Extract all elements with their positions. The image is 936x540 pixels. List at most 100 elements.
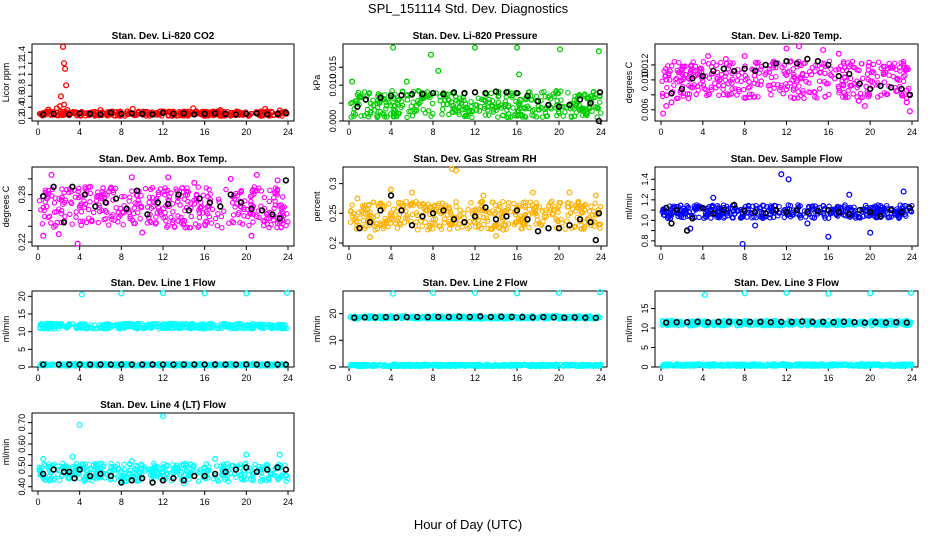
data-point: [36, 198, 43, 204]
x-tick-label: 24: [907, 127, 917, 137]
y-tick-label: 1.2: [640, 194, 650, 207]
data-point: [76, 322, 83, 328]
data-point: [255, 208, 262, 214]
data-point: [802, 214, 809, 220]
data-point: [137, 215, 143, 222]
data-series: [348, 44, 604, 121]
data-point: [121, 111, 128, 117]
data-point: [804, 322, 810, 328]
data-point: [266, 224, 272, 231]
data-point: [545, 225, 552, 232]
data-point: [125, 321, 132, 327]
data-point: [348, 362, 354, 369]
data-point: [453, 199, 459, 205]
data-point: [809, 64, 816, 71]
data-point: [772, 60, 780, 67]
data-point: [835, 66, 842, 72]
data-point: [480, 214, 487, 221]
data-point: [505, 200, 512, 206]
data-point: [785, 176, 792, 183]
data-point: [187, 224, 193, 231]
data-point: [514, 205, 520, 211]
data-point: [522, 204, 528, 211]
data-point: [123, 205, 130, 213]
data-point: [730, 67, 738, 75]
data-point: [383, 363, 389, 369]
data-point: [566, 222, 573, 229]
data-point: [850, 91, 856, 97]
data-point: [272, 190, 278, 196]
data-point: [663, 102, 670, 110]
data-point: [282, 109, 290, 117]
data-point: [283, 289, 291, 296]
data-point: [588, 222, 594, 229]
data-point: [281, 325, 287, 331]
data-point: [847, 204, 854, 211]
data-point: [555, 363, 561, 369]
data-point: [40, 232, 47, 239]
data-point: [466, 224, 473, 230]
data-point: [783, 86, 790, 93]
data-point: [129, 188, 135, 194]
data-point: [539, 114, 546, 120]
data-point: [584, 109, 590, 116]
data-point: [720, 206, 727, 214]
data-point: [104, 320, 111, 327]
data-point: [598, 110, 604, 116]
data-point: [529, 108, 536, 114]
data-point: [185, 198, 191, 205]
data-point: [487, 313, 494, 321]
data-point: [564, 200, 571, 206]
data-point: [450, 89, 458, 96]
data-point: [40, 325, 47, 332]
data-point: [147, 211, 153, 218]
data-point: [722, 55, 729, 63]
data-point: [820, 46, 827, 54]
data-point: [408, 189, 416, 196]
data-point: [780, 90, 786, 97]
data-point: [118, 110, 125, 118]
data-point: [894, 76, 900, 83]
data-point: [730, 60, 736, 66]
data-point: [448, 222, 454, 228]
data-point: [383, 106, 389, 112]
data-point: [539, 208, 546, 214]
data-point: [846, 211, 853, 218]
data-point: [548, 314, 554, 320]
data-point: [120, 221, 126, 228]
panel-title: Stan. Dev. Line 2 Flow: [423, 278, 528, 289]
data-point: [385, 314, 392, 321]
data-point: [352, 215, 359, 221]
x-tick-label: 12: [158, 252, 168, 262]
data-point: [859, 60, 865, 67]
data-point: [232, 361, 240, 368]
data-point: [841, 321, 848, 328]
data-point: [361, 89, 368, 95]
data-point: [365, 362, 371, 368]
data-point: [800, 87, 806, 94]
data-point: [157, 361, 163, 367]
data-point: [535, 362, 542, 368]
data-point: [475, 224, 482, 230]
data-point: [699, 204, 706, 212]
data-point: [675, 95, 681, 101]
data-point: [825, 206, 832, 214]
y-tick-label: 15: [17, 309, 27, 319]
data-point: [880, 69, 887, 76]
data-point: [701, 291, 708, 298]
data-point: [595, 362, 601, 368]
data-point: [454, 225, 461, 231]
x-tick-label: 12: [470, 127, 480, 137]
data-point: [526, 206, 533, 213]
data-point: [686, 91, 693, 97]
data-point: [408, 103, 414, 110]
data-point: [825, 80, 831, 87]
data-point: [438, 314, 445, 321]
data-point: [441, 216, 448, 222]
data-point: [768, 92, 774, 98]
data-point: [571, 224, 578, 230]
data-point: [153, 214, 159, 220]
data-point: [177, 109, 184, 116]
